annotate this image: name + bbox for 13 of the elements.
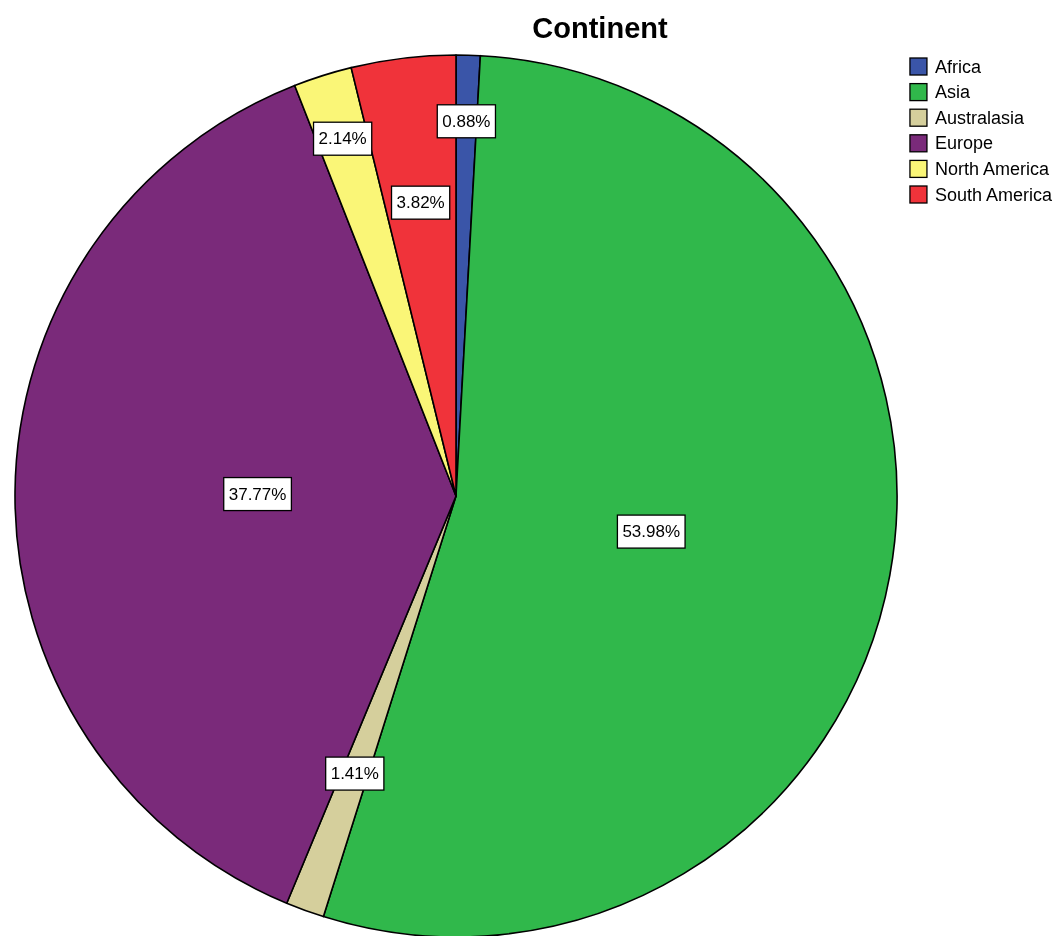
legend-label: South America: [934, 184, 1053, 205]
legend-label: North America: [934, 158, 1050, 179]
data-label: 3.82%: [396, 193, 445, 213]
data-label: 1.41%: [330, 764, 379, 784]
legend-label: Africa: [934, 56, 982, 77]
data-label: 2.14%: [318, 129, 367, 149]
chart-title: Continent: [532, 12, 668, 44]
legend-label: Europe: [934, 133, 993, 154]
data-label: 0.88%: [442, 111, 491, 131]
data-label: 37.77%: [228, 484, 287, 504]
legend-label: Asia: [934, 82, 971, 103]
data-label: 53.98%: [622, 522, 681, 542]
legend-label: Australasia: [934, 107, 1025, 128]
